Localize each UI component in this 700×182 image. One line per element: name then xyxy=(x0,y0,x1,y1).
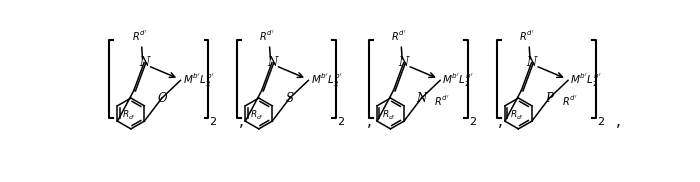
Text: $M^{b'}L^{b'}_{2}$: $M^{b'}L^{b'}_{2}$ xyxy=(183,72,215,89)
Text: $R^{d'}$: $R^{d'}$ xyxy=(562,94,578,108)
Text: ,: , xyxy=(498,114,503,129)
Text: P: P xyxy=(545,92,553,105)
Text: O: O xyxy=(157,92,167,105)
Text: 2: 2 xyxy=(469,116,476,126)
Text: $M^{b'}L^{b'}_{2}$: $M^{b'}L^{b'}_{2}$ xyxy=(570,72,602,89)
Text: ,: , xyxy=(366,114,371,129)
Text: N: N xyxy=(416,92,427,105)
Text: 2: 2 xyxy=(596,116,604,126)
Text: 2: 2 xyxy=(209,116,216,126)
Text: N: N xyxy=(139,56,149,69)
Text: $R^{d'}$: $R^{d'}$ xyxy=(132,29,147,43)
Text: $R^{d'}$: $R^{d'}$ xyxy=(260,29,275,43)
Text: N: N xyxy=(526,56,537,69)
Text: N: N xyxy=(398,56,409,69)
Text: $R_{d'}^{\ }$: $R_{d'}^{\ }$ xyxy=(122,109,136,122)
Text: $R^{d'}$: $R^{d'}$ xyxy=(434,94,449,108)
Text: N: N xyxy=(267,56,277,69)
Text: $M^{b'}L^{b'}_{2}$: $M^{b'}L^{b'}_{2}$ xyxy=(442,72,475,89)
Text: ,: , xyxy=(239,114,244,129)
Text: $R_{d'}^{\ }$: $R_{d'}^{\ }$ xyxy=(510,109,524,122)
Text: ,: , xyxy=(616,114,621,129)
Text: $R_{d'}^{\ }$: $R_{d'}^{\ }$ xyxy=(382,109,396,122)
Text: 2: 2 xyxy=(337,116,344,126)
Text: $R_{d'}^{\ }$: $R_{d'}^{\ }$ xyxy=(251,109,264,122)
Text: $R^{d'}$: $R^{d'}$ xyxy=(391,29,407,43)
Text: S: S xyxy=(286,92,294,105)
Text: $M^{b'}L^{b'}_{2}$: $M^{b'}L^{b'}_{2}$ xyxy=(311,72,342,89)
Text: $R^{d'}$: $R^{d'}$ xyxy=(519,29,535,43)
